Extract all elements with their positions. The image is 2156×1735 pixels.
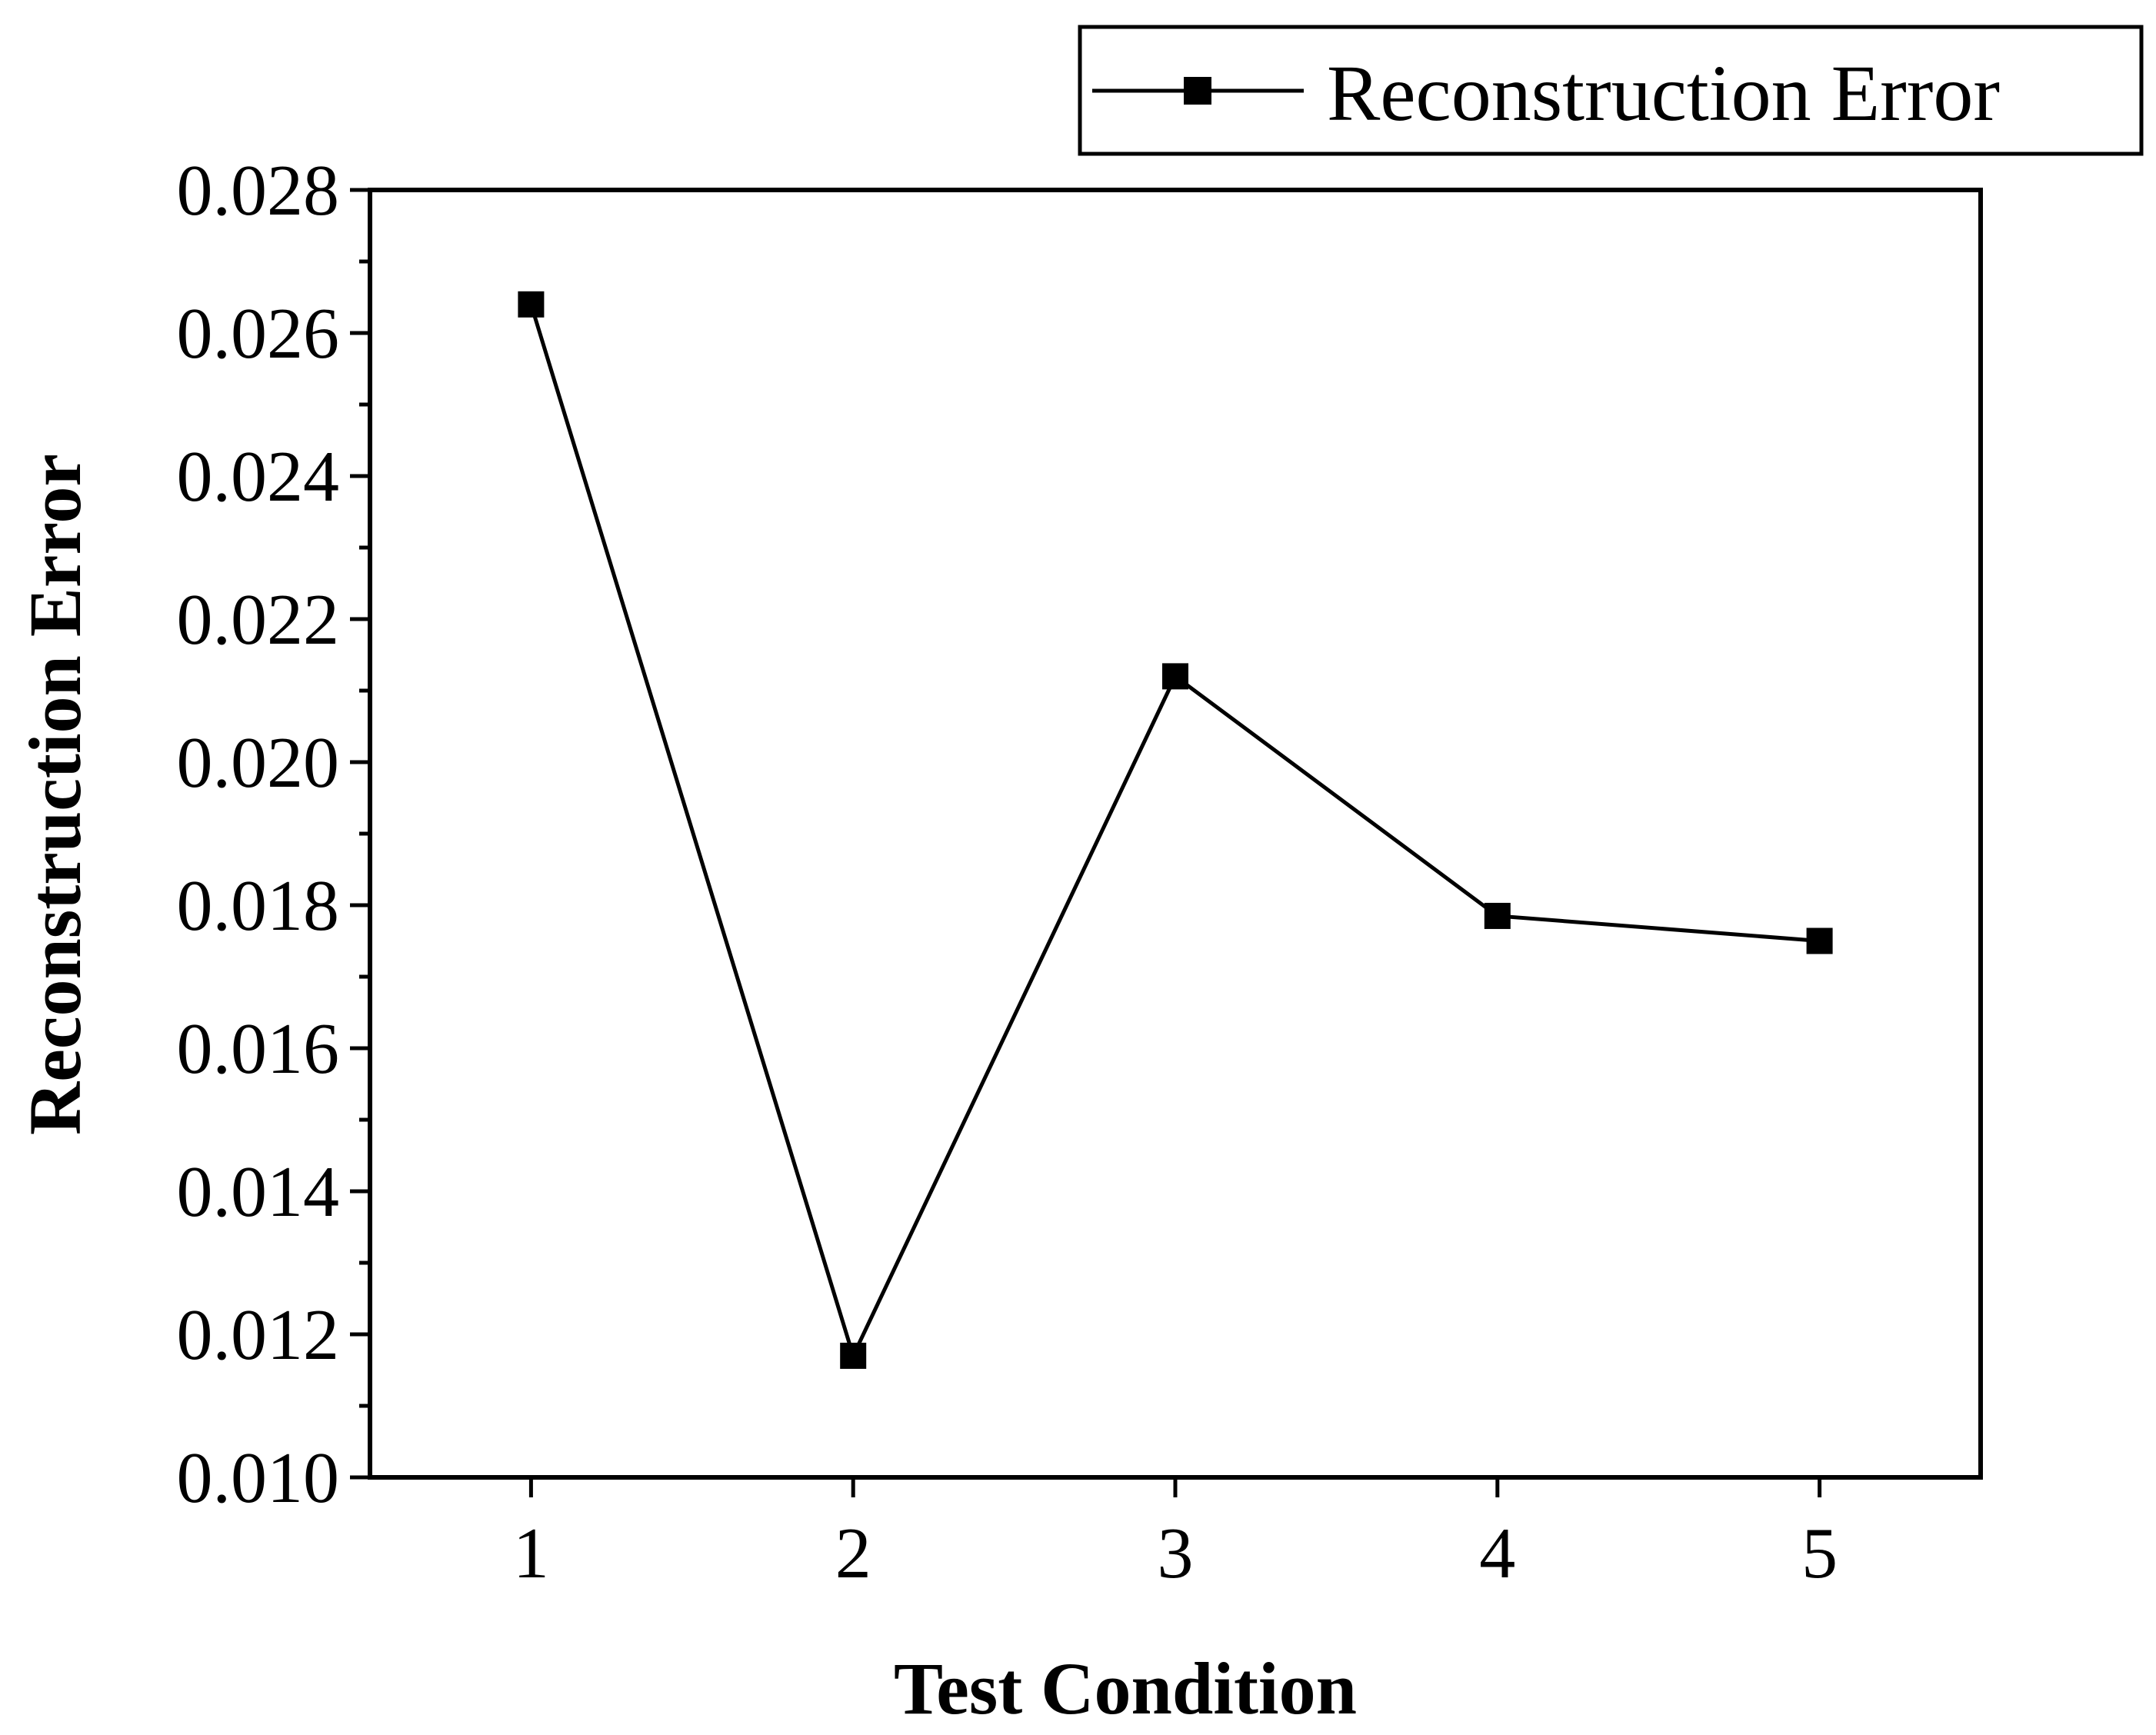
x-tick-label: 4 bbox=[1479, 1514, 1515, 1593]
y-tick-label: 0.014 bbox=[177, 1152, 340, 1232]
data-point bbox=[840, 1342, 867, 1369]
y-tick-label: 0.018 bbox=[177, 866, 340, 946]
y-tick-label: 0.028 bbox=[177, 151, 340, 231]
y-tick-label: 0.010 bbox=[177, 1438, 340, 1518]
y-tick-label: 0.022 bbox=[177, 580, 340, 660]
x-axis: 1 2 3 4 5 bbox=[513, 1477, 1838, 1593]
x-tick-label: 3 bbox=[1158, 1514, 1194, 1593]
y-axis-title: Reconstruction Error bbox=[14, 454, 96, 1135]
legend-box bbox=[1078, 25, 2144, 156]
data-point bbox=[518, 291, 545, 318]
legend-marker bbox=[1184, 77, 1211, 105]
x-axis-title: Test Condition bbox=[894, 1647, 1357, 1730]
y-tick-label: 0.024 bbox=[177, 437, 340, 517]
legend-label: Reconstruction Error bbox=[1327, 49, 2000, 138]
data-point bbox=[1162, 663, 1188, 690]
x-tick-label: 1 bbox=[513, 1514, 549, 1593]
y-tick-label: 0.016 bbox=[177, 1009, 340, 1089]
x-tick-label: 2 bbox=[835, 1514, 871, 1593]
x-tick-label: 5 bbox=[1801, 1514, 1838, 1593]
legend: Reconstruction Error bbox=[1078, 25, 2144, 156]
series-layer bbox=[518, 291, 1833, 1369]
data-point bbox=[1484, 902, 1511, 929]
y-tick-label: 0.026 bbox=[177, 294, 340, 374]
data-point bbox=[1806, 927, 1833, 954]
y-tick-label: 0.012 bbox=[177, 1295, 340, 1375]
y-tick-label: 0.020 bbox=[177, 723, 340, 803]
y-axis: 0.010 0.012 0.014 0.016 0.018 0.020 0.022 0.024… bbox=[177, 151, 370, 1518]
